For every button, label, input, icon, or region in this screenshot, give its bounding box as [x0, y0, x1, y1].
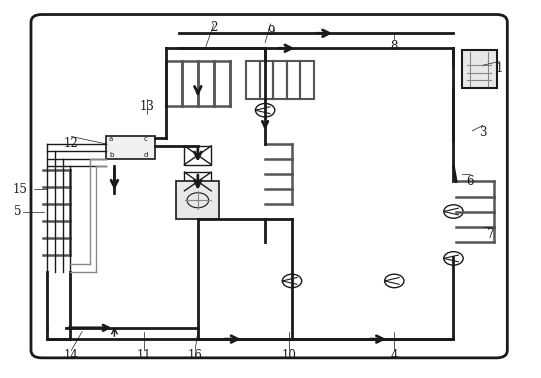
Bar — [184, 172, 212, 191]
Bar — [184, 146, 212, 164]
Bar — [107, 136, 155, 159]
Text: 4: 4 — [391, 350, 398, 363]
Text: 13: 13 — [139, 100, 154, 113]
Text: 9: 9 — [267, 25, 274, 38]
Circle shape — [385, 274, 404, 288]
Circle shape — [282, 274, 302, 288]
Text: 7: 7 — [487, 228, 495, 240]
Text: a: a — [109, 136, 113, 142]
Text: 11: 11 — [137, 350, 151, 363]
Text: b: b — [109, 152, 114, 158]
Text: 1: 1 — [496, 62, 503, 76]
Text: 16: 16 — [188, 350, 202, 363]
Text: 12: 12 — [64, 138, 79, 150]
Text: 3: 3 — [479, 126, 487, 139]
Text: 2: 2 — [210, 21, 217, 34]
Text: d: d — [144, 152, 148, 158]
Bar — [176, 181, 219, 219]
Circle shape — [444, 252, 463, 265]
Text: 14: 14 — [64, 350, 79, 363]
Text: 15: 15 — [13, 183, 28, 195]
Text: 5: 5 — [14, 205, 21, 218]
Circle shape — [255, 104, 275, 117]
Bar — [461, 50, 497, 88]
Text: 10: 10 — [282, 350, 297, 363]
Circle shape — [444, 205, 463, 218]
Text: c: c — [144, 136, 148, 142]
Text: 8: 8 — [391, 40, 398, 53]
Text: 6: 6 — [466, 175, 473, 188]
